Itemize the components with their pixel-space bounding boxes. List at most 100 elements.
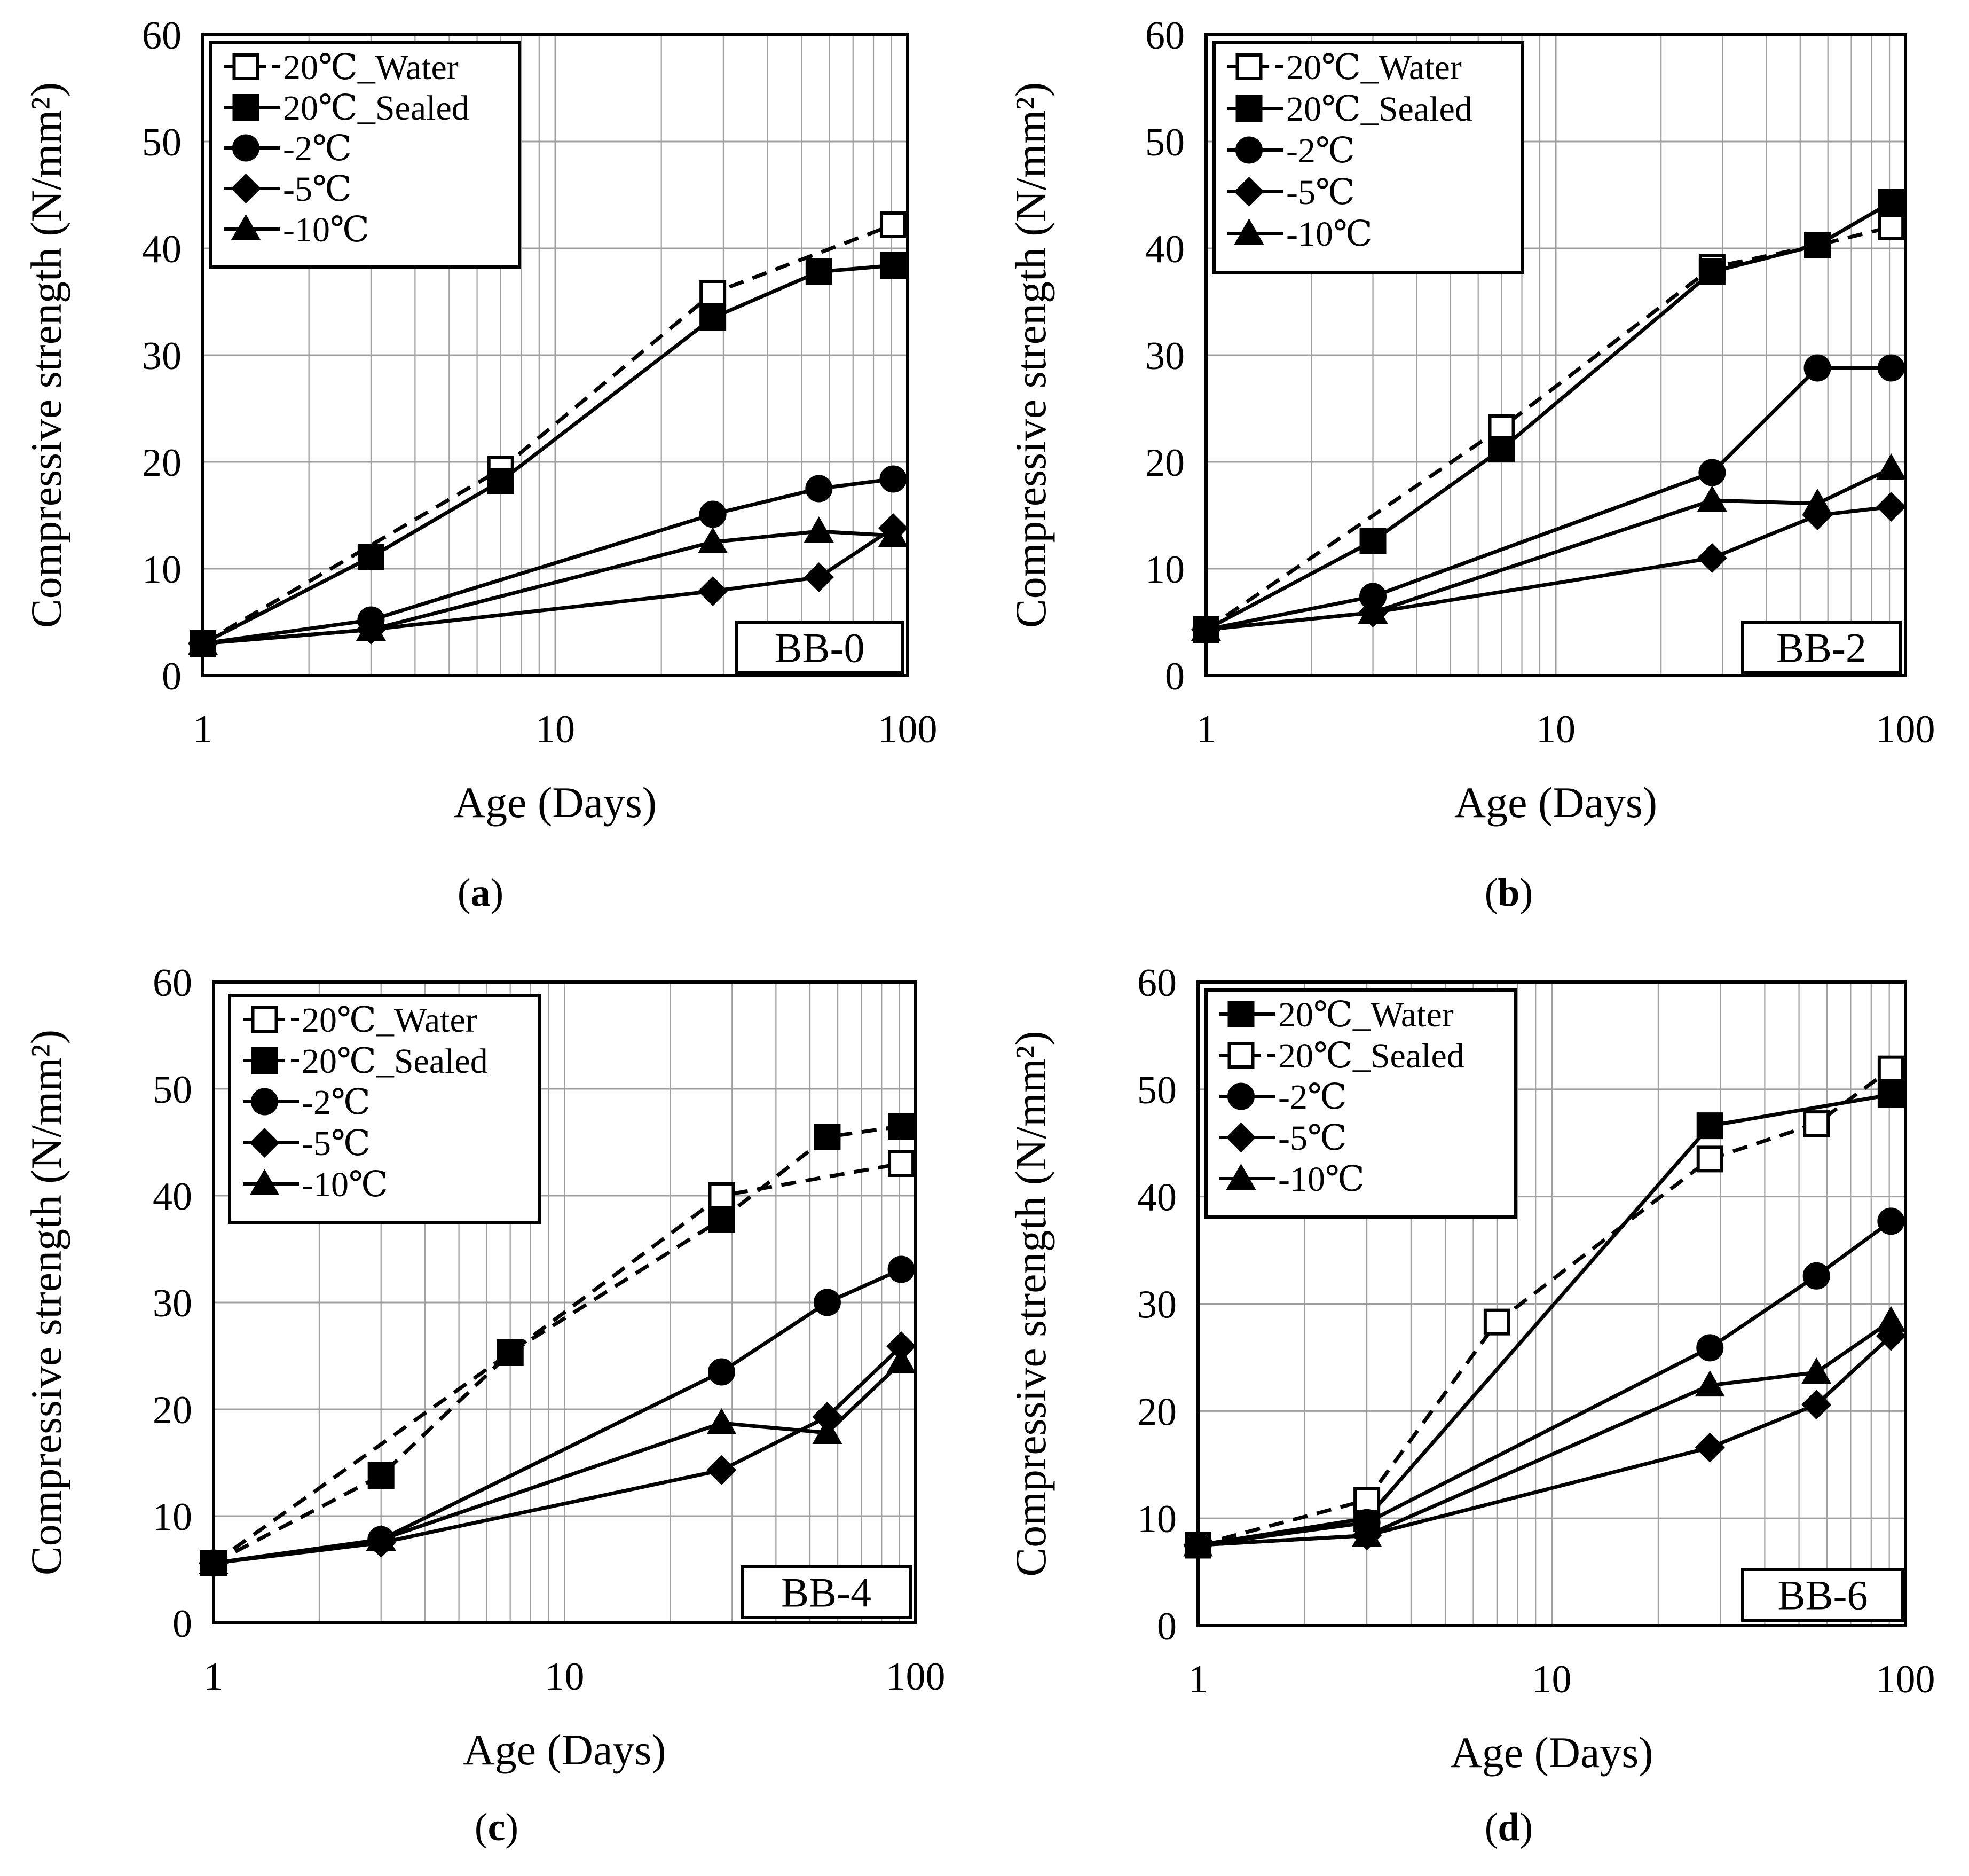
data-point-marker <box>813 1289 841 1316</box>
legend-label: -5℃ <box>283 170 352 209</box>
panel-tag-label: BB-0 <box>774 625 864 671</box>
panel-tag-box <box>741 1565 912 1619</box>
data-point-marker <box>1488 436 1515 462</box>
data-point-marker <box>1876 453 1907 480</box>
data-point-marker <box>1697 543 1727 573</box>
data-point-marker <box>699 500 727 528</box>
x-tick-label: 100 <box>886 1655 946 1699</box>
legend-label: -10℃ <box>1278 1160 1365 1199</box>
legend-label: 20℃_Water <box>1286 48 1462 87</box>
data-point-marker <box>487 468 514 494</box>
data-point-marker <box>1358 598 1388 624</box>
caption-c: (c) <box>474 1806 519 1849</box>
data-point-marker <box>1876 1306 1906 1332</box>
y-tick-label: 30 <box>1145 334 1185 378</box>
data-point-marker <box>1696 1112 1723 1140</box>
data-point-marker <box>1801 1357 1832 1384</box>
data-point-marker <box>1877 1055 1904 1082</box>
data-point-marker <box>366 1525 396 1551</box>
panel-tag-box <box>1741 1568 1904 1622</box>
x-axis-title: Age (Days) <box>454 778 657 827</box>
legend-marker <box>1226 1164 1256 1190</box>
x-tick-label: 100 <box>1876 708 1935 751</box>
y-tick-label: 0 <box>1165 655 1185 698</box>
y-tick-label: 50 <box>153 1068 192 1112</box>
panel-tag-box <box>735 621 904 674</box>
caption-a: (a) <box>457 871 504 915</box>
data-point-marker <box>1483 1308 1510 1336</box>
series-line <box>1198 1093 1892 1547</box>
legend-marker <box>1235 53 1263 80</box>
data-point-marker <box>356 615 386 641</box>
y-tick-label: 60 <box>1145 14 1185 58</box>
series-line <box>1198 1335 1893 1547</box>
data-point-marker <box>1877 1081 1904 1108</box>
legend-label: 20℃_Sealed <box>283 89 469 128</box>
y-tick-label: 0 <box>172 1602 192 1646</box>
legend-label: -10℃ <box>302 1165 388 1204</box>
x-tick-label: 1 <box>204 1655 224 1699</box>
chart-panel-b: 0 10 20 30 40 50 60 1 10 100 Age (Days) Compressive… <box>984 0 1969 939</box>
legend-label: -5℃ <box>1286 173 1355 212</box>
series-2 <box>1192 354 1905 643</box>
y-tick-label: 40 <box>1145 227 1185 271</box>
legend-label: -2℃ <box>1286 131 1355 170</box>
x-tick-label: 10 <box>1532 1658 1572 1701</box>
series-line <box>202 223 894 646</box>
y-tick-label: 0 <box>162 655 182 698</box>
legend-marker <box>231 214 261 240</box>
data-point-marker <box>1803 354 1831 382</box>
y-tick-label: 20 <box>1137 1390 1177 1434</box>
data-point-marker <box>1877 354 1905 382</box>
y-tick-label: 10 <box>1137 1497 1177 1541</box>
data-point-marker <box>1802 1262 1830 1290</box>
y-tick-label: 50 <box>1137 1069 1177 1112</box>
series-3 <box>1183 1321 1906 1560</box>
legend-label: 20℃_Sealed <box>302 1042 488 1081</box>
data-point-marker <box>1698 258 1726 285</box>
chart-panel-a: 0 10 20 30 40 50 60 1 10 100 Age (Days) Compressive… <box>0 0 984 939</box>
legend-marker <box>1227 1042 1255 1069</box>
series-2 <box>1184 1207 1905 1559</box>
data-point-marker <box>1877 1207 1905 1235</box>
data-point-marker <box>1697 485 1727 512</box>
y-tick-label: 30 <box>153 1282 192 1325</box>
caption-letter-a: a <box>470 871 491 915</box>
series-line <box>1198 1220 1892 1547</box>
y-tick-label: 20 <box>142 441 182 485</box>
data-point-marker <box>812 1418 842 1444</box>
plot-area-frame <box>1204 33 1907 677</box>
x-tick-label: 10 <box>535 708 575 751</box>
plot-area-frame <box>201 33 909 677</box>
data-point-marker <box>1191 615 1221 641</box>
y-tick-label: 60 <box>1137 961 1177 1005</box>
legend-marker <box>1227 1082 1255 1110</box>
data-point-marker <box>699 280 727 307</box>
legend-label: -2℃ <box>1278 1078 1347 1117</box>
data-point-marker <box>708 1182 735 1209</box>
data-point-marker <box>1696 1145 1723 1173</box>
legend-marker <box>232 134 259 162</box>
series-line <box>1206 466 1892 632</box>
legend-label: -5℃ <box>1278 1119 1347 1158</box>
series-line <box>202 263 894 646</box>
x-tick-label: 1 <box>193 708 213 751</box>
data-point-marker <box>1698 459 1726 486</box>
data-point-marker <box>698 527 728 553</box>
series-1 <box>190 252 907 657</box>
y-tick-label: 30 <box>1137 1283 1177 1327</box>
series-line <box>213 1267 902 1565</box>
data-point-marker <box>879 465 907 493</box>
legend-label: 20℃_Sealed <box>1286 90 1472 129</box>
legend-marker <box>1227 1001 1255 1027</box>
x-tick-label: 1 <box>1188 1658 1208 1701</box>
y-tick-label: 60 <box>142 14 182 58</box>
legend-marker <box>231 174 261 203</box>
legend-marker <box>249 1169 280 1195</box>
data-point-marker <box>1878 189 1905 216</box>
x-tick-label: 100 <box>1876 1658 1935 1701</box>
chart-svg-b: 0 10 20 30 40 50 60 1 10 100 Age (Days) Compressive… <box>1006 14 1935 827</box>
